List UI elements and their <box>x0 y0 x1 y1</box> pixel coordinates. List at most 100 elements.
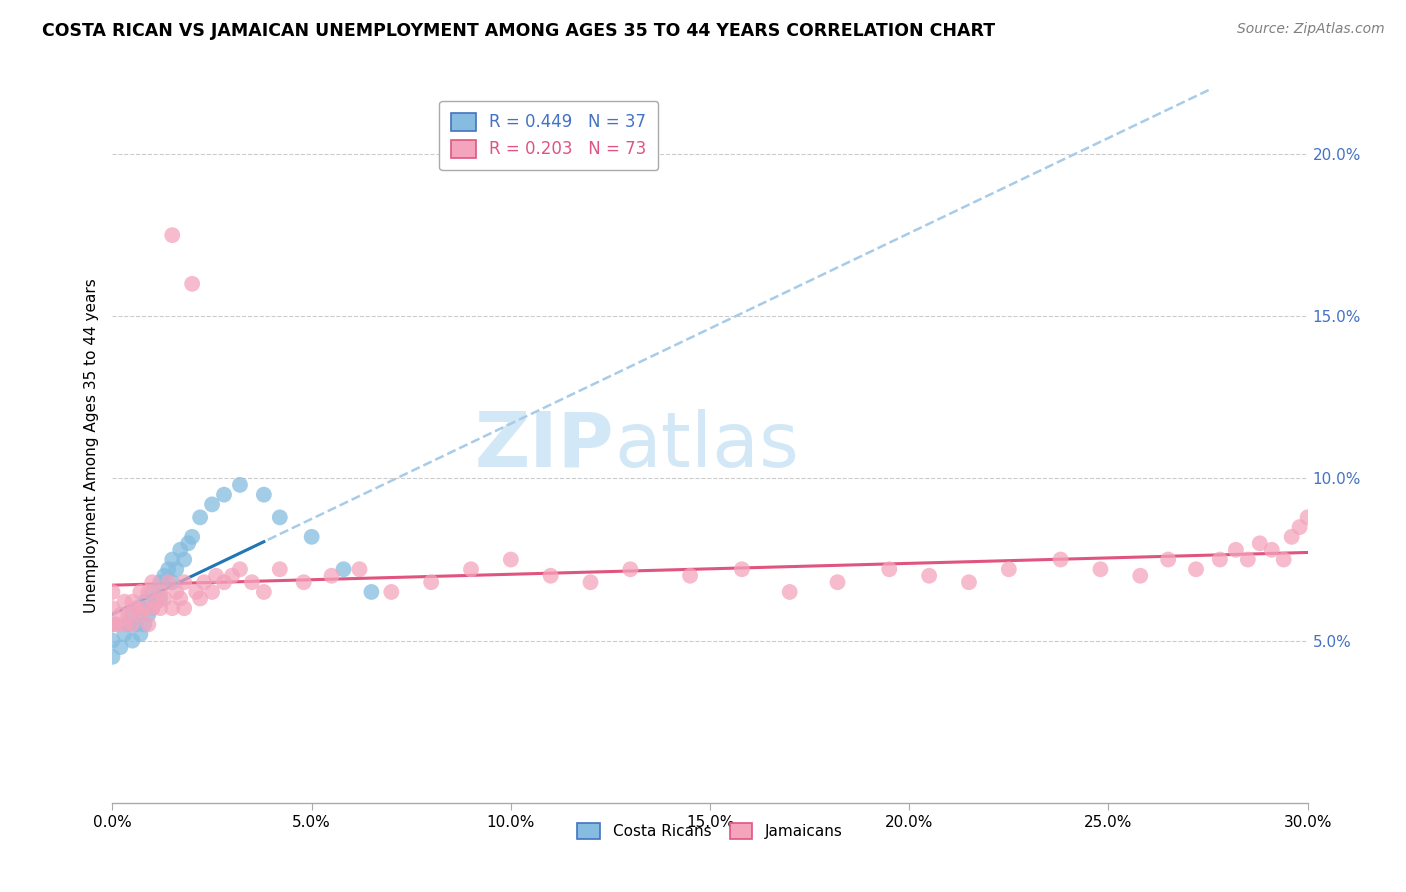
Point <box>114 627 135 641</box>
Point <box>101 585 124 599</box>
Point <box>165 562 187 576</box>
Point <box>1288 520 1310 534</box>
Point <box>134 595 156 609</box>
Point <box>1281 530 1303 544</box>
Point <box>879 562 901 576</box>
Point <box>301 530 323 544</box>
Point <box>619 562 641 576</box>
Point <box>998 562 1021 576</box>
Point <box>101 617 124 632</box>
Text: ZIP: ZIP <box>475 409 614 483</box>
Point <box>162 601 183 615</box>
Point <box>101 617 124 632</box>
Point <box>141 575 163 590</box>
Point <box>205 568 228 582</box>
Point <box>269 510 291 524</box>
Point <box>380 585 402 599</box>
Point <box>321 568 343 582</box>
Point <box>117 607 139 622</box>
Point <box>173 601 195 615</box>
Point <box>149 575 172 590</box>
Point <box>101 633 124 648</box>
Point <box>101 649 124 664</box>
Point <box>173 552 195 566</box>
Point <box>105 617 128 632</box>
Point <box>188 510 211 524</box>
Text: COSTA RICAN VS JAMAICAN UNEMPLOYMENT AMONG AGES 35 TO 44 YEARS CORRELATION CHART: COSTA RICAN VS JAMAICAN UNEMPLOYMENT AMO… <box>42 22 995 40</box>
Point <box>827 575 849 590</box>
Point <box>679 568 702 582</box>
Point <box>145 595 167 609</box>
Point <box>332 562 354 576</box>
Point <box>141 585 163 599</box>
Point <box>138 617 160 632</box>
Point <box>165 585 187 599</box>
Point <box>149 585 172 599</box>
Point <box>1185 562 1208 576</box>
Point <box>212 575 235 590</box>
Point <box>360 585 382 599</box>
Point <box>1272 552 1295 566</box>
Point <box>125 617 148 632</box>
Point <box>169 591 191 606</box>
Point <box>349 562 371 576</box>
Point <box>121 617 143 632</box>
Point <box>141 601 163 615</box>
Point <box>201 497 224 511</box>
Point <box>201 585 224 599</box>
Point <box>957 575 980 590</box>
Point <box>181 277 204 291</box>
Point <box>292 575 315 590</box>
Point <box>145 595 167 609</box>
Point <box>125 601 148 615</box>
Point <box>121 595 143 609</box>
Point <box>173 575 195 590</box>
Point <box>157 575 180 590</box>
Y-axis label: Unemployment Among Ages 35 to 44 years: Unemployment Among Ages 35 to 44 years <box>83 278 98 614</box>
Point <box>181 530 204 544</box>
Point <box>153 568 176 582</box>
Point <box>1261 542 1284 557</box>
Point <box>221 568 243 582</box>
Point <box>141 601 163 615</box>
Point <box>1157 552 1180 566</box>
Point <box>138 607 160 622</box>
Point <box>177 536 200 550</box>
Point <box>540 568 562 582</box>
Point <box>153 591 176 606</box>
Point <box>121 607 143 622</box>
Text: Source: ZipAtlas.com: Source: ZipAtlas.com <box>1237 22 1385 37</box>
Point <box>1209 552 1232 566</box>
Point <box>114 595 135 609</box>
Point <box>134 601 156 615</box>
Point <box>1129 568 1152 582</box>
Point <box>129 585 152 599</box>
Point <box>110 640 132 654</box>
Point <box>1049 552 1071 566</box>
Legend: Costa Ricans, Jamaicans: Costa Ricans, Jamaicans <box>571 817 849 845</box>
Point <box>162 575 183 590</box>
Point <box>114 617 135 632</box>
Point <box>162 228 183 243</box>
Point <box>188 591 211 606</box>
Point <box>186 585 208 599</box>
Point <box>212 488 235 502</box>
Point <box>460 562 482 576</box>
Point <box>138 585 160 599</box>
Point <box>121 633 143 648</box>
Text: atlas: atlas <box>614 409 799 483</box>
Point <box>129 627 152 641</box>
Point <box>101 601 124 615</box>
Point <box>579 575 602 590</box>
Point <box>253 585 276 599</box>
Point <box>162 552 183 566</box>
Point <box>253 488 276 502</box>
Point <box>1237 552 1260 566</box>
Point <box>918 568 941 582</box>
Point <box>229 562 252 576</box>
Point <box>420 575 443 590</box>
Point <box>134 617 156 632</box>
Point <box>779 585 801 599</box>
Point <box>193 575 215 590</box>
Point <box>1296 510 1319 524</box>
